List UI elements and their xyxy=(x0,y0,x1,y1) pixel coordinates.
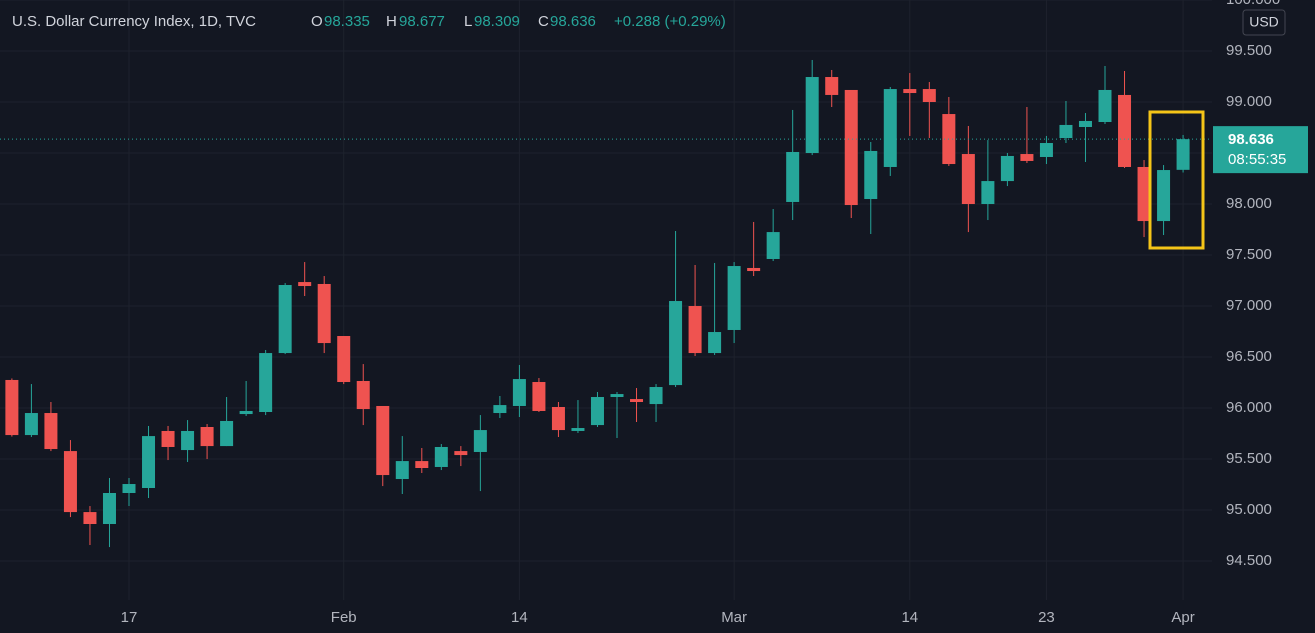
x-tick-label: Feb xyxy=(331,609,357,626)
y-tick-label: 95.000 xyxy=(1226,501,1272,518)
candle-body xyxy=(200,426,214,447)
candle-body xyxy=(1000,155,1014,182)
candle-body xyxy=(727,266,741,330)
candle-body xyxy=(1078,120,1092,127)
candle-body xyxy=(317,283,331,344)
candle-body xyxy=(844,89,858,206)
candle-body xyxy=(649,387,663,405)
x-tick-label: Mar xyxy=(721,609,747,626)
y-tick-label: 96.500 xyxy=(1226,348,1272,365)
candle-body xyxy=(5,379,19,436)
grid xyxy=(0,0,1212,600)
candle-body xyxy=(181,430,195,451)
candle-body xyxy=(766,232,780,259)
y-tick-label: 99.000 xyxy=(1226,93,1272,110)
highlight-box xyxy=(1148,110,1205,250)
candle-body xyxy=(922,89,936,103)
y-tick-label: 94.500 xyxy=(1226,552,1272,569)
ohlc-label: C xyxy=(538,13,549,30)
candle-body xyxy=(1157,170,1171,222)
candle-body xyxy=(239,410,253,415)
candle-body xyxy=(571,428,585,431)
change-value: +0.288 (+0.29%) xyxy=(614,13,726,30)
candle-body xyxy=(122,484,136,493)
candle-body xyxy=(512,379,526,406)
ohlc-label: L xyxy=(464,13,472,30)
candle-body xyxy=(981,181,995,205)
ohlc-value: 98.677 xyxy=(399,13,445,30)
x-tick-label: Apr xyxy=(1171,609,1194,626)
candle-body xyxy=(454,451,468,456)
price-label-box xyxy=(1213,126,1308,174)
candle-body xyxy=(259,353,273,413)
x-tick-label: 14 xyxy=(511,609,528,626)
currency-label[interactable]: USD xyxy=(1249,14,1279,30)
candle-body xyxy=(551,407,565,431)
candle-body xyxy=(805,77,819,154)
candle-body xyxy=(1059,124,1073,139)
x-tick-label: 14 xyxy=(901,609,918,626)
y-tick-label: 100.000 xyxy=(1226,0,1280,8)
candle-body xyxy=(415,461,429,469)
candle-body xyxy=(825,77,839,95)
candle-body xyxy=(44,413,58,450)
candle-body xyxy=(142,436,156,488)
candle-body xyxy=(102,492,116,525)
candle-body xyxy=(903,89,917,94)
candle-body xyxy=(356,380,370,410)
plot-area xyxy=(0,59,1212,548)
candle-body xyxy=(669,301,683,386)
x-tick-label: 23 xyxy=(1038,609,1055,626)
price-label: 98.636 xyxy=(1228,131,1274,148)
candle-body xyxy=(83,512,97,525)
ohlc-label: O xyxy=(311,13,323,30)
candle-body xyxy=(395,461,409,480)
candle-body xyxy=(1118,94,1132,167)
candle-body xyxy=(473,430,487,452)
currency-box[interactable] xyxy=(1242,9,1286,36)
candle-body xyxy=(337,336,351,383)
ohlc-value: 98.335 xyxy=(324,13,370,30)
candle-body xyxy=(278,285,292,354)
candle-body xyxy=(864,150,878,200)
ohlc-value: 98.636 xyxy=(550,13,596,30)
candle-body xyxy=(961,154,975,205)
candle-body xyxy=(1039,143,1053,157)
countdown-label: 08:55:35 xyxy=(1228,151,1286,168)
candle-body xyxy=(434,446,448,467)
candle-body xyxy=(298,282,312,287)
ohlc-value: 98.309 xyxy=(474,13,520,30)
y-tick-label: 97.000 xyxy=(1226,297,1272,314)
candle-body xyxy=(1020,154,1034,161)
chart-title: U.S. Dollar Currency Index, 1D, TVC xyxy=(12,13,256,30)
candle-body xyxy=(590,397,604,426)
candle-body xyxy=(493,405,507,414)
candle-body xyxy=(1176,139,1190,170)
candle-body xyxy=(63,451,77,513)
candle-body xyxy=(376,405,390,476)
ohlc-label: H xyxy=(386,13,397,30)
candle-body xyxy=(747,267,761,272)
y-tick-label: 95.500 xyxy=(1226,450,1272,467)
y-tick-label: 98.000 xyxy=(1226,195,1272,212)
candle-body xyxy=(24,413,38,436)
candle-body xyxy=(688,306,702,354)
candle-body xyxy=(708,332,722,354)
candle-body xyxy=(610,394,624,398)
candle-body xyxy=(630,399,644,403)
candle-body xyxy=(1137,166,1151,222)
x-tick-label: 17 xyxy=(121,609,138,626)
candle-body xyxy=(883,89,897,167)
candle-body xyxy=(1098,89,1112,122)
candle-body xyxy=(161,430,175,447)
candle-body xyxy=(532,382,546,411)
y-tick-label: 97.500 xyxy=(1226,246,1272,263)
y-tick-label: 96.000 xyxy=(1226,399,1272,416)
candle-body xyxy=(786,151,800,202)
y-tick-label: 99.500 xyxy=(1226,42,1272,59)
candle-body xyxy=(220,420,234,447)
